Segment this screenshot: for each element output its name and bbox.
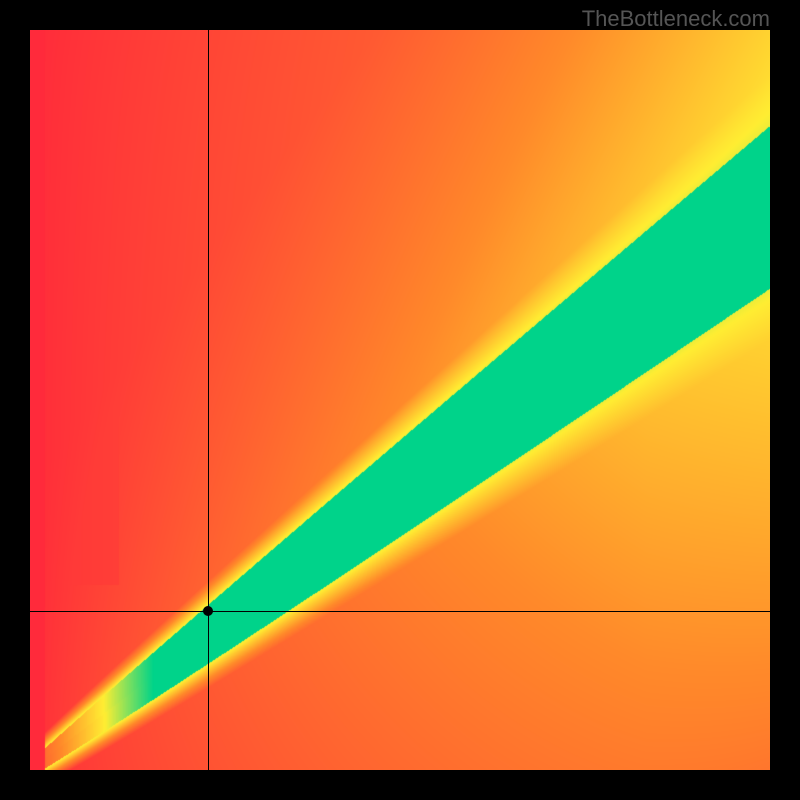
- plot-area: [30, 30, 770, 770]
- chart-container: TheBottleneck.com: [0, 0, 800, 800]
- heatmap-canvas: [30, 30, 770, 770]
- marker-dot: [203, 606, 213, 616]
- crosshair-horizontal: [30, 611, 770, 612]
- watermark-text: TheBottleneck.com: [582, 6, 770, 32]
- crosshair-vertical: [208, 30, 209, 770]
